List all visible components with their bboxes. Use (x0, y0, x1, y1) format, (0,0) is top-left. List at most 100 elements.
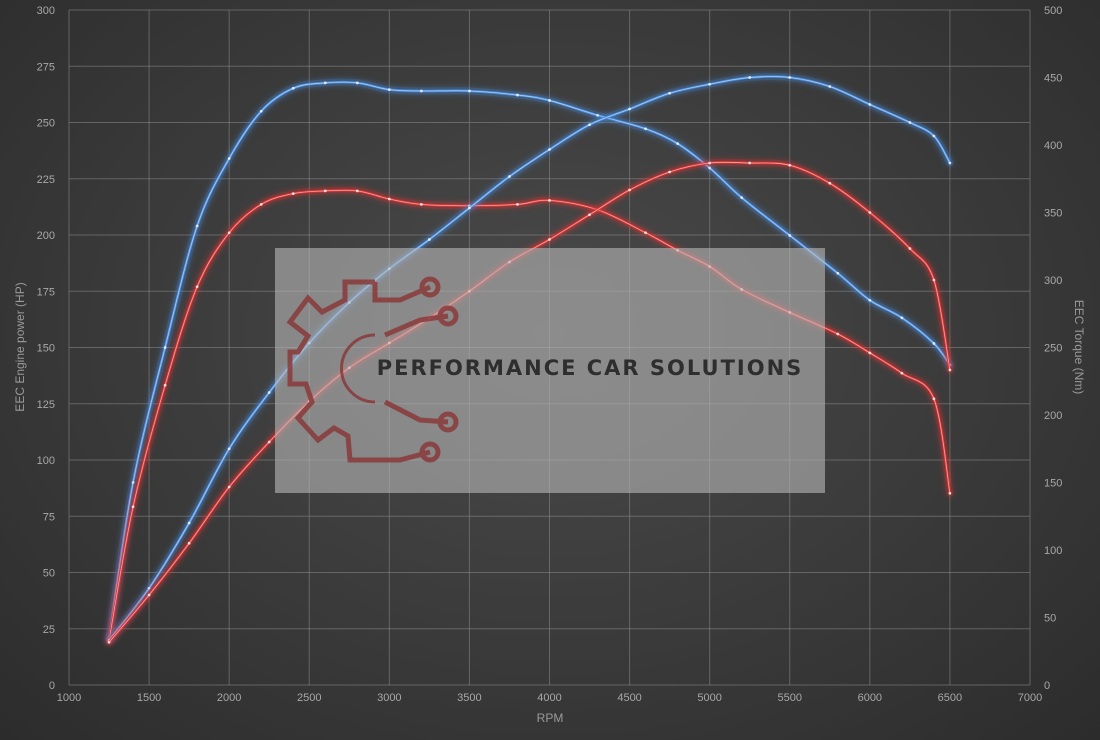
y-left-tick-label: 250 (37, 118, 55, 130)
data-point (187, 521, 191, 525)
tick-labels: 1000 1500 2000 2500 3000 3500 4000 4500 5000 5500… (37, 5, 1063, 704)
x-tick-label: 4500 (617, 692, 641, 704)
series-lines (105, 73, 954, 646)
y-right-tick-label: 350 (1044, 208, 1062, 220)
x-tick-label: 4000 (537, 692, 561, 704)
data-point (323, 189, 327, 193)
y-right-tick-label: 100 (1044, 545, 1062, 557)
data-point (708, 82, 712, 86)
data-point (932, 134, 936, 138)
data-point (419, 89, 423, 93)
x-tick-label: 1500 (137, 692, 161, 704)
data-point (548, 99, 551, 102)
x-tick-label: 5000 (697, 692, 721, 704)
data-point (948, 491, 952, 495)
data-point (195, 224, 199, 228)
y-right-tick-label: 50 (1044, 613, 1056, 625)
data-point (468, 206, 471, 210)
data-point (227, 485, 231, 489)
data-point (748, 161, 752, 165)
data-point (588, 213, 591, 217)
data-point (836, 271, 840, 275)
series-line-highlight (108, 76, 951, 641)
data-point (267, 440, 271, 444)
y-left-tick-label: 25 (43, 624, 55, 636)
data-point (788, 163, 792, 167)
y-right-tick-label: 150 (1044, 478, 1062, 490)
data-point (508, 175, 511, 178)
y-left-tick-label: 0 (49, 680, 55, 692)
x-tick-label: 6000 (858, 692, 882, 704)
data-point (419, 203, 423, 206)
data-point (548, 198, 551, 202)
data-point (163, 383, 167, 387)
x-axis-title: RPM (537, 711, 564, 725)
y-right-tick-label: 450 (1044, 73, 1062, 85)
y-left-tick-label: 150 (37, 343, 55, 355)
series-4 (105, 158, 954, 646)
data-point (644, 127, 647, 131)
x-tick-label: 6500 (938, 692, 962, 704)
data-point (740, 196, 744, 200)
data-point (516, 203, 519, 206)
watermark: PERFORMANCE CAR SOLUTIONS (275, 248, 825, 493)
data-point (596, 113, 599, 117)
data-point (628, 188, 631, 192)
y-right-tick-label: 500 (1044, 5, 1062, 17)
x-tick-label: 2500 (297, 692, 321, 704)
data-point (788, 234, 792, 237)
watermark-text: PERFORMANCE CAR SOLUTIONS (377, 356, 804, 380)
data-point (868, 298, 872, 302)
data-point (355, 189, 359, 193)
y-left-tick-label: 275 (37, 61, 55, 73)
x-tick-label: 3000 (377, 692, 401, 704)
data-point (788, 76, 792, 79)
data-point (668, 170, 672, 174)
data-point (427, 238, 431, 241)
data-point (227, 447, 231, 451)
data-point (868, 103, 872, 106)
y-right-tick-label: 400 (1044, 140, 1062, 152)
y-right-tick-label: 250 (1044, 343, 1062, 355)
y-left-tick-label: 100 (37, 455, 55, 467)
y-left-tick-label: 75 (43, 511, 55, 523)
data-point (836, 332, 840, 336)
data-point (868, 351, 872, 355)
y-left-tick-label: 300 (37, 5, 55, 17)
data-point (548, 238, 551, 241)
y-left-tick-label: 225 (37, 174, 55, 186)
data-point (628, 107, 631, 111)
data-point (387, 88, 391, 92)
data-point (259, 203, 263, 206)
data-point (900, 316, 904, 320)
data-point (131, 481, 135, 484)
data-point (267, 391, 271, 394)
data-point (948, 161, 952, 165)
data-point (708, 161, 712, 165)
data-point (468, 89, 471, 93)
data-point (355, 81, 359, 85)
data-point (644, 231, 647, 235)
watermark-panel (275, 248, 825, 493)
series-2 (105, 186, 954, 644)
data-point (900, 371, 904, 375)
data-point (932, 342, 936, 345)
y-axis-right-title: EEC Torque (Nm) (1072, 300, 1086, 394)
data-point (588, 123, 591, 127)
data-point (147, 593, 151, 597)
data-point (948, 368, 952, 372)
data-point (516, 93, 519, 97)
data-point (187, 541, 191, 545)
data-point (387, 197, 391, 201)
y-right-tick-label: 200 (1044, 410, 1062, 422)
x-tick-label: 7000 (1018, 692, 1042, 704)
series-1 (105, 78, 954, 642)
y-left-tick-label: 200 (37, 230, 55, 242)
data-point (676, 142, 680, 146)
data-point (868, 211, 872, 214)
gear-logo-icon (286, 276, 459, 463)
data-point (828, 85, 832, 88)
data-point (748, 76, 752, 79)
data-point (195, 285, 199, 289)
